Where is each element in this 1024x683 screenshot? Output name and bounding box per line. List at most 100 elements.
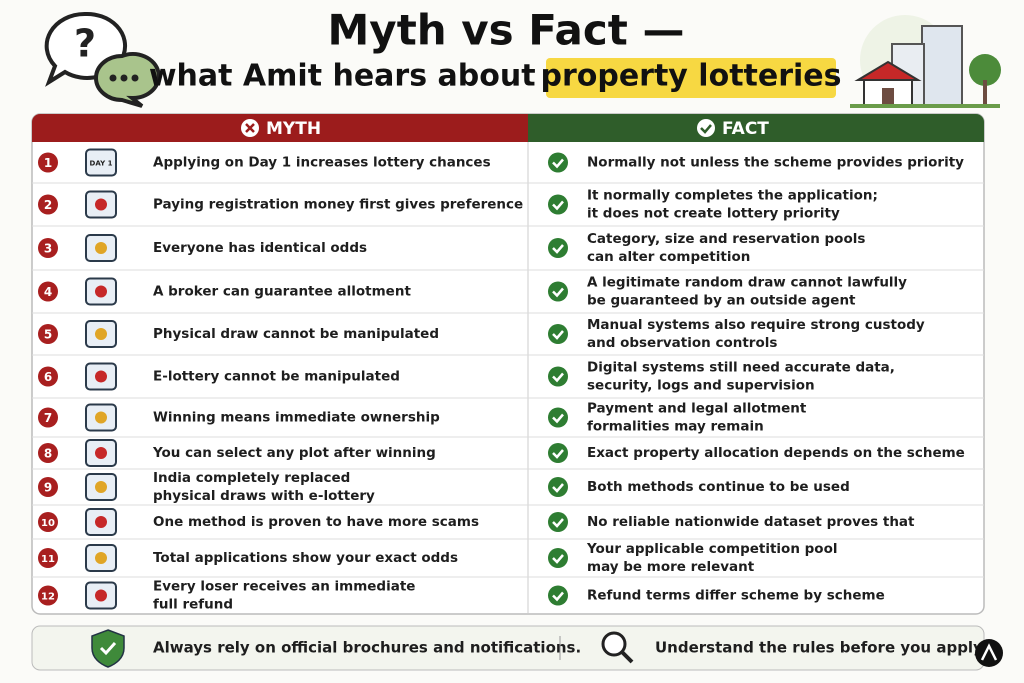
- fact-text: Refund terms differ scheme by scheme: [587, 588, 885, 604]
- number-badge: [38, 443, 58, 463]
- myth-text: Applying on Day 1 increases lottery chan…: [153, 155, 491, 171]
- number-badge: [38, 194, 58, 215]
- number-badge: [38, 324, 58, 344]
- myth-text: full refund: [153, 597, 233, 613]
- title: Myth vs Fact —: [328, 6, 685, 55]
- myth-text: Total applications show your exact odds: [153, 550, 458, 566]
- check-mark: [552, 483, 564, 493]
- icon-detail: [95, 328, 107, 340]
- icon-detail: [95, 481, 107, 493]
- icon-detail: [95, 370, 107, 383]
- myth-text: Everyone has identical odds: [153, 240, 367, 256]
- icon-detail: [95, 516, 107, 528]
- fact-text: It normally completes the application;: [587, 188, 878, 204]
- row-number: 6: [44, 370, 52, 384]
- check-mark: [552, 287, 564, 298]
- row-icon: [85, 190, 117, 219]
- row-icon: [85, 234, 117, 262]
- row-number: 1: [44, 156, 52, 170]
- check-circle: [548, 443, 568, 463]
- fact-text: it does not create lottery priority: [587, 206, 840, 222]
- buildings-illustration: [850, 15, 1001, 108]
- check-mark: [552, 330, 564, 340]
- row-number: 5: [44, 328, 52, 342]
- fact-text: Exact property allocation depends on the…: [587, 445, 965, 461]
- footer-left: Always rely on official brochures and no…: [153, 639, 581, 657]
- icon-detail: [95, 589, 107, 602]
- row-number: 2: [44, 198, 52, 212]
- fact-text: No reliable nationwide dataset proves th…: [587, 514, 915, 530]
- icon-detail: [95, 198, 107, 211]
- row-number: 10: [41, 518, 55, 529]
- subtitle: what Amit hears about: [149, 59, 546, 94]
- icon-detail: [95, 447, 107, 459]
- row-number: 9: [44, 481, 52, 495]
- icon-detail: [95, 285, 107, 298]
- check-mark: [552, 554, 564, 564]
- speech-bubbles-icon: ?: [44, 11, 161, 108]
- number-badge: [38, 548, 58, 568]
- row-icon: [85, 362, 117, 391]
- shield-icon: [91, 629, 125, 668]
- check-mark: [552, 591, 564, 602]
- check-mark: [552, 244, 564, 254]
- myth-text: Every loser receives an immediate: [153, 579, 415, 595]
- magnifier-icon: [601, 631, 634, 664]
- subtitle-highlight: property lotteries: [540, 59, 841, 94]
- row-number: 12: [41, 592, 55, 603]
- check-circle: [548, 194, 568, 215]
- fact-text: security, logs and supervision: [587, 378, 815, 394]
- check-mark: [552, 413, 564, 424]
- row-number: 4: [44, 285, 52, 299]
- myth-text: physical draws with e-lottery: [153, 488, 375, 504]
- myth-text: One method is proven to have more scams: [153, 514, 479, 530]
- row-number: 7: [44, 411, 52, 425]
- check-circle: [548, 281, 568, 302]
- row-icon: [85, 277, 117, 306]
- myth-text: You can select any plot after winning: [152, 445, 436, 461]
- fact-text: Manual systems also require strong custo…: [587, 317, 925, 333]
- number-badge: [38, 512, 58, 532]
- myth-text: Physical draw cannot be manipulated: [153, 326, 439, 342]
- number-badge: [38, 407, 58, 428]
- fact-text: and observation controls: [587, 335, 777, 351]
- check-circle: [548, 585, 568, 606]
- fact-text: Your applicable competition pool: [586, 541, 837, 557]
- check-circle: [548, 366, 568, 387]
- fact-header-icon: [697, 119, 715, 137]
- myth-text: India completely replaced: [153, 470, 350, 486]
- row-number: 3: [44, 242, 52, 256]
- row-icon: [85, 439, 117, 467]
- myth-text: Paying registration money first gives pr…: [153, 197, 523, 213]
- number-badge: [38, 281, 58, 302]
- myth-text: E-lottery cannot be manipulated: [153, 369, 400, 385]
- fact-label: FACT: [722, 119, 769, 139]
- row-icon: [85, 508, 117, 536]
- check-mark: [552, 449, 564, 459]
- myth-header-icon: [241, 119, 259, 137]
- check-circle: [548, 152, 568, 173]
- number-badge: [38, 238, 58, 258]
- check-mark: [552, 200, 564, 211]
- icon-detail: [95, 242, 107, 254]
- fact-text: can alter competition: [587, 249, 750, 265]
- check-circle: [548, 477, 568, 497]
- check-circle: [548, 238, 568, 258]
- row-icon: [85, 320, 117, 348]
- row-icon: [85, 544, 117, 572]
- number-badge: [38, 366, 58, 387]
- row-number: 8: [44, 447, 52, 461]
- myth-text: A broker can guarantee allotment: [153, 284, 411, 300]
- logo: [975, 639, 1003, 667]
- row-icon: [85, 581, 117, 610]
- fact-header: [528, 114, 984, 142]
- icon-detail: [95, 552, 107, 564]
- icon-shape: [85, 148, 117, 177]
- fact-text: Both methods continue to be used: [587, 479, 850, 495]
- row-icon: [85, 473, 117, 501]
- check-circle: [548, 512, 568, 532]
- check-mark: [552, 372, 564, 383]
- number-badge: [38, 477, 58, 497]
- fact-text: Payment and legal allotment: [587, 401, 807, 417]
